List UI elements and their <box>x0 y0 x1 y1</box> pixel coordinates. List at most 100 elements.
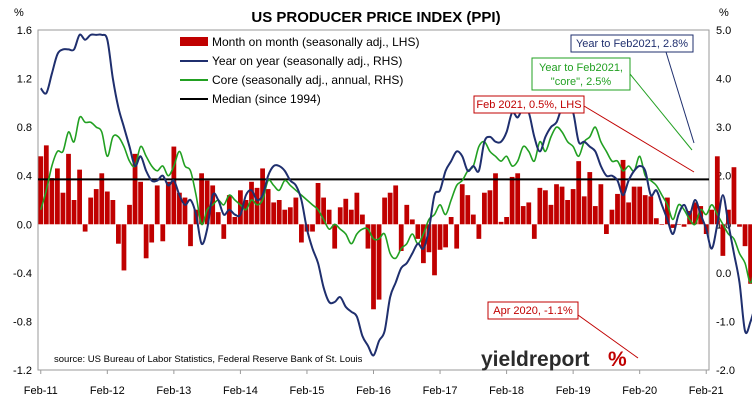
mom-bar <box>598 184 604 225</box>
mom-bar <box>348 209 354 225</box>
mom-bar <box>238 190 243 225</box>
mom-bar <box>271 202 277 225</box>
x-tick-label: Feb-18 <box>489 385 524 397</box>
mom-bar <box>637 186 643 225</box>
mom-bar <box>470 214 476 225</box>
mom-bar <box>243 200 249 225</box>
x-tick-label: Feb-14 <box>223 385 258 397</box>
annotation-feb2021-text: Feb 2021, 0.5%, LHS <box>476 99 581 111</box>
mom-bar <box>287 207 293 225</box>
left-tick-label: 1.6 <box>17 25 32 37</box>
right-tick-label: 0.0 <box>716 268 731 280</box>
mom-bar <box>493 173 498 225</box>
annotation-yoy: Year to Feb2021, 2.8% <box>570 34 695 144</box>
mom-bar <box>299 224 304 243</box>
mom-bar <box>504 217 509 225</box>
mom-bar <box>321 197 326 225</box>
mom-bar <box>620 159 626 225</box>
annotation-apr2020-text: Apr 2020, -1.1% <box>493 305 573 317</box>
mom-bar <box>82 224 88 232</box>
mom-bar <box>421 224 426 264</box>
mom-bar <box>66 153 71 225</box>
annotation-feb2021: Feb 2021, 0.5%, LHS <box>473 95 695 173</box>
annotation-core: Year to Feb2021, "core", 2.5% <box>531 57 693 151</box>
plot-frame <box>37 29 710 371</box>
mom-bar <box>254 187 260 225</box>
mom-bar <box>337 207 343 225</box>
mom-bar <box>487 190 493 225</box>
legend-label-mom: Month on month (seasonally adj., LHS) <box>212 35 419 49</box>
x-tick-label: Feb-11 <box>24 385 58 397</box>
legend-swatch-mom <box>180 37 208 46</box>
mom-bar <box>448 217 454 225</box>
mom-bar <box>726 209 731 225</box>
mom-bar <box>454 224 460 249</box>
mom-bar <box>93 189 99 225</box>
mom-bar <box>432 224 437 276</box>
source-note: source: US Bureau of Labor Statistics, F… <box>54 354 363 365</box>
logo-percent: % <box>608 348 627 371</box>
mom-bar <box>737 224 742 227</box>
mom-bar <box>742 224 748 247</box>
mom-bar <box>731 167 737 225</box>
yoy-series-line <box>39 33 752 357</box>
mom-bar <box>165 181 171 225</box>
right-axis-ticks: 5.04.03.02.01.00.0-1.0-2.0 <box>716 25 735 377</box>
mom-bar <box>415 224 421 239</box>
mom-bar <box>249 181 254 225</box>
mom-bar <box>676 224 681 225</box>
mom-bar <box>282 209 288 225</box>
x-tick-label: Feb-12 <box>90 385 125 397</box>
mom-bar <box>171 146 177 225</box>
mom-bar <box>443 224 448 248</box>
mom-bar <box>531 224 537 239</box>
mom-bar <box>393 185 399 225</box>
mom-bar <box>681 224 687 227</box>
left-tick-label: 0.0 <box>17 219 32 231</box>
chart-title: US PRODUCER PRICE INDEX (PPI) <box>251 9 500 26</box>
mom-bar <box>88 197 94 225</box>
mom-bar <box>720 224 726 256</box>
mom-bar <box>365 224 371 249</box>
mom-bar <box>709 209 715 225</box>
mom-bar <box>127 204 132 225</box>
mom-bar <box>714 156 720 225</box>
mom-bar <box>326 209 332 225</box>
right-tick-label: -2.0 <box>716 365 735 377</box>
mom-bar <box>371 224 376 310</box>
annotation-yoy-text: Year to Feb2021, 2.8% <box>576 38 688 50</box>
annotation-core-text-2: "core", 2.5% <box>551 76 612 88</box>
mom-bar <box>310 224 315 232</box>
mom-bar <box>276 200 282 225</box>
mom-bar <box>570 189 576 225</box>
left-tick-label: -0.8 <box>13 316 32 328</box>
mom-bar <box>332 224 338 249</box>
mom-bar <box>43 145 49 225</box>
mom-bar <box>71 200 77 225</box>
left-axis-unit: % <box>14 7 24 19</box>
mom-bar <box>315 183 321 225</box>
x-tick-label: Feb-17 <box>423 385 458 397</box>
mom-bar <box>354 192 360 225</box>
x-tick-label: Feb-16 <box>356 385 391 397</box>
mom-bar <box>204 180 210 225</box>
mom-bar <box>387 192 393 225</box>
right-tick-label: -1.0 <box>716 316 735 328</box>
mom-bar <box>138 181 143 225</box>
right-tick-label: 3.0 <box>716 122 731 134</box>
mom-bar <box>554 184 559 225</box>
mom-bar <box>215 212 221 225</box>
mom-bar <box>465 195 471 225</box>
legend-label-core: Core (seasonally adj., annual, RHS) <box>212 73 403 87</box>
mom-bar <box>642 195 648 225</box>
mom-bar <box>515 173 521 225</box>
mom-bar <box>665 197 670 225</box>
mom-bar <box>604 224 609 234</box>
mom-bar <box>382 197 387 225</box>
left-tick-label: 0.4 <box>17 171 32 183</box>
mom-bar <box>293 197 299 225</box>
legend: Month on month (seasonally adj., LHS) Ye… <box>180 35 419 106</box>
mom-bar <box>631 186 637 225</box>
mom-bar <box>49 178 55 225</box>
